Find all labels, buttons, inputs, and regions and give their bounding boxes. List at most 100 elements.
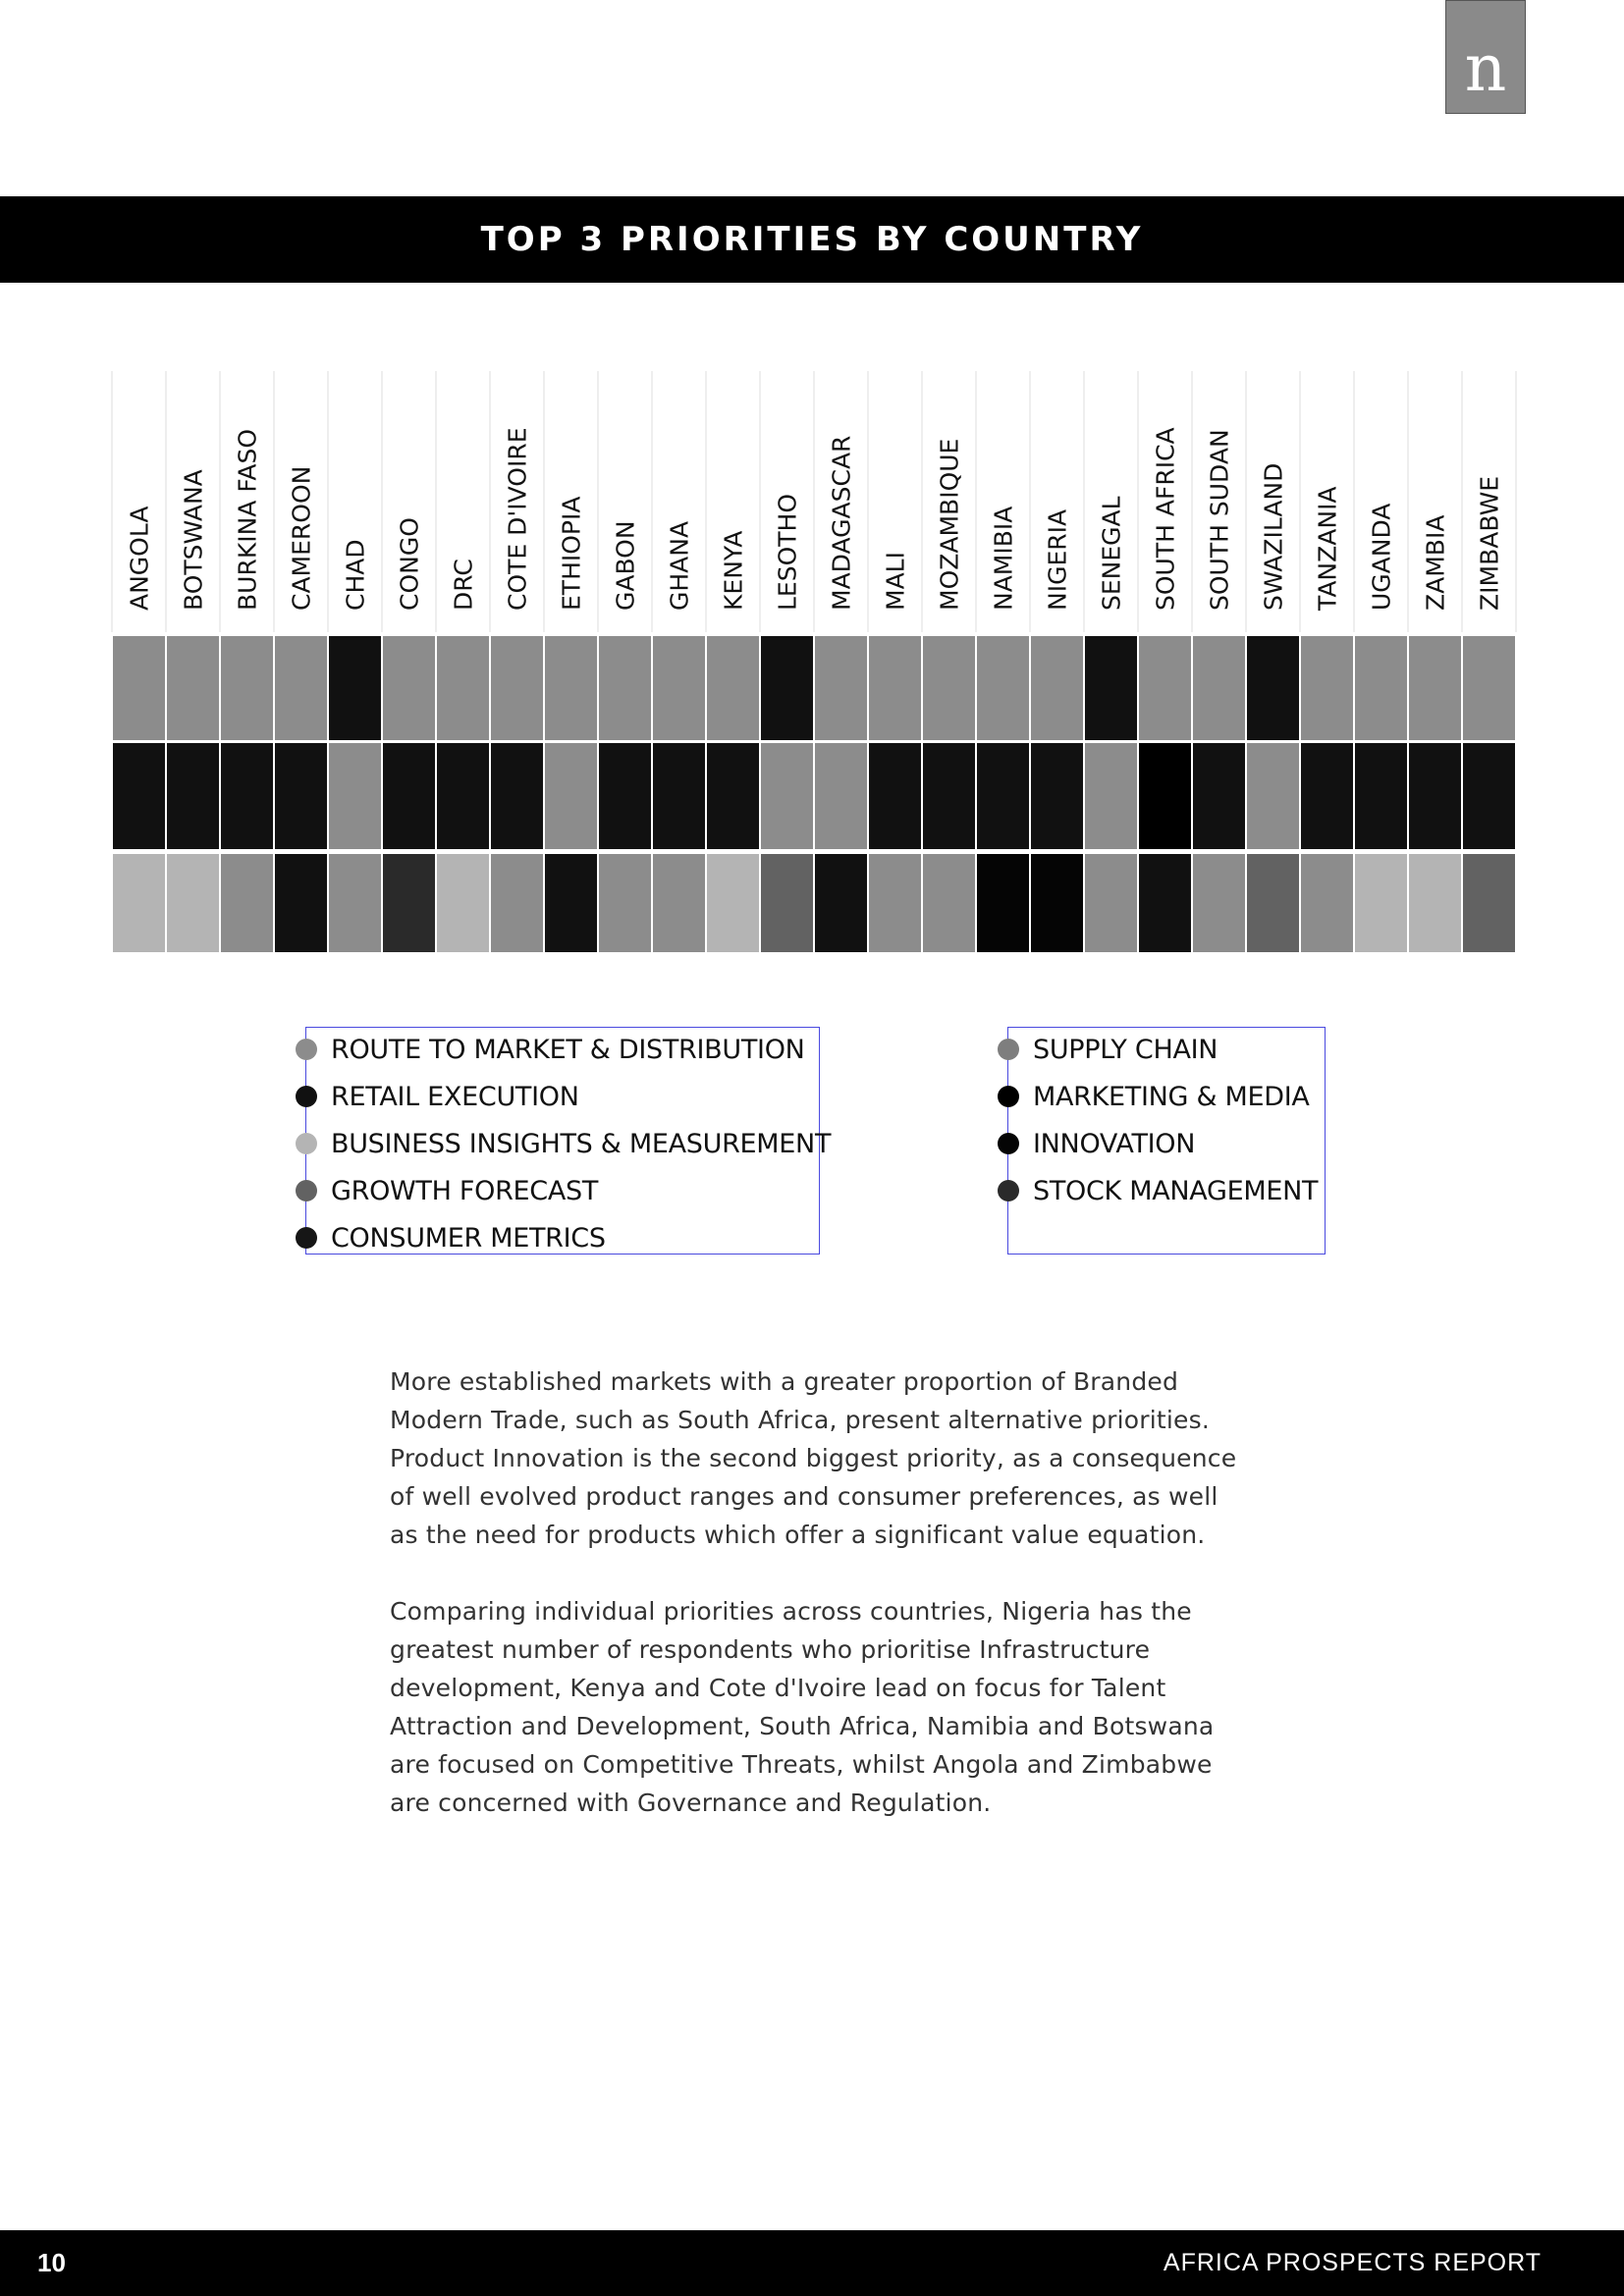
- heatmap-cell: [1301, 743, 1353, 849]
- heatmap-cell: [707, 636, 759, 740]
- heatmap-cell: [1031, 743, 1083, 849]
- country-label: DRC: [450, 559, 478, 611]
- country-label: CONGO: [396, 517, 424, 611]
- heatmap-cell: [923, 636, 975, 740]
- heatmap-cell: [437, 636, 489, 740]
- heatmap-cell: [815, 854, 867, 952]
- heatmap-cell: [1409, 636, 1461, 740]
- heatmap-cell: [869, 743, 921, 849]
- legend-item: STOCK MANAGEMENT: [998, 1165, 1325, 1216]
- heatmap-cell: [329, 636, 381, 740]
- heatmap-cell: [329, 854, 381, 952]
- heatmap-cell: [977, 854, 1029, 952]
- legend-label: RETAIL EXECUTION: [331, 1081, 579, 1112]
- title-bar: TOP 3 PRIORITIES BY COUNTRY: [0, 196, 1624, 283]
- legend-label: GROWTH FORECAST: [331, 1175, 599, 1206]
- heatmap-cell: [491, 636, 543, 740]
- heatmap-cell: [1355, 743, 1407, 849]
- legend-item: INNOVATION: [998, 1118, 1325, 1169]
- heatmap-cell: [275, 636, 327, 740]
- country-label: ANGOLA: [126, 507, 154, 611]
- heatmap-cell: [275, 854, 327, 952]
- heatmap-cell: [707, 854, 759, 952]
- heatmap-cell: [545, 636, 597, 740]
- heatmap-cell: [815, 636, 867, 740]
- report-name: AFRICA PROSPECTS REPORT: [1163, 2249, 1542, 2276]
- heatmap-cell: [869, 854, 921, 952]
- heatmap-cell: [761, 743, 813, 849]
- heatmap-cell: [1355, 854, 1407, 952]
- legend-label: MARKETING & MEDIA: [1033, 1081, 1310, 1112]
- country-label: BOTSWANA: [180, 469, 208, 611]
- page-number: 10: [37, 2248, 66, 2277]
- heatmap-cell: [275, 743, 327, 849]
- heatmap-cell: [977, 743, 1029, 849]
- heatmap-cell: [1247, 636, 1299, 740]
- legend-dot-icon: [998, 1133, 1019, 1154]
- heatmap-cell: [1085, 636, 1137, 740]
- heatmap-cell: [1193, 636, 1245, 740]
- heatmap-cell: [1463, 743, 1515, 849]
- country-label: GHANA: [666, 521, 694, 611]
- legend-dot-icon: [998, 1086, 1019, 1107]
- heatmap-cell: [167, 854, 219, 952]
- country-label: CHAD: [342, 539, 370, 611]
- logo-letter: n: [1464, 30, 1507, 106]
- brand-logo: n: [1445, 0, 1526, 114]
- heatmap-cell: [113, 636, 165, 740]
- heatmap-cell: [437, 854, 489, 952]
- country-label: SOUTH SUDAN: [1206, 429, 1234, 611]
- country-label: MALI: [882, 552, 910, 611]
- legend-label: ROUTE TO MARKET & DISTRIBUTION: [331, 1034, 805, 1065]
- heatmap-cell: [761, 636, 813, 740]
- legend-dot-icon: [296, 1180, 317, 1201]
- legend-item: BUSINESS INSIGHTS & MEASUREMENT: [296, 1118, 831, 1169]
- heatmap-cell: [1031, 636, 1083, 740]
- heatmap-cell: [1463, 636, 1515, 740]
- legend-label: SUPPLY CHAIN: [1033, 1034, 1218, 1065]
- heatmap-cell: [113, 743, 165, 849]
- heatmap-cell: [599, 743, 651, 849]
- page-title: TOP 3 PRIORITIES BY COUNTRY: [480, 220, 1144, 259]
- heatmap-cell: [1139, 636, 1191, 740]
- legend-label: BUSINESS INSIGHTS & MEASUREMENT: [331, 1128, 832, 1159]
- country-label: SWAZILAND: [1260, 463, 1288, 611]
- footer: 10 AFRICA PROSPECTS REPORT: [0, 2230, 1624, 2296]
- country-label: MOZAMBIQUE: [936, 439, 964, 611]
- heatmap-cell: [1301, 636, 1353, 740]
- paragraph-1: More established markets with a greater …: [390, 1367, 1237, 1549]
- country-label: CAMEROON: [288, 466, 316, 611]
- heatmap-cell: [113, 854, 165, 952]
- country-label: BURKINA FASO: [234, 429, 262, 611]
- country-label: LESOTHO: [774, 494, 802, 611]
- heatmap-cell: [383, 854, 435, 952]
- legend-dot-icon: [296, 1086, 317, 1107]
- priority-heatmap: ANGOLA BOTSWANA BURKINA FASO CAMEROON CHAD CO…: [111, 371, 1517, 952]
- country-label: NAMIBIA: [990, 507, 1018, 611]
- country-label: SOUTH AFRICA: [1152, 427, 1180, 611]
- legend-dot-icon: [296, 1227, 317, 1249]
- country-label: ZIMBABWE: [1476, 476, 1504, 611]
- country-label: NIGERIA: [1044, 509, 1072, 611]
- heatmap-cell: [869, 636, 921, 740]
- heatmap-cell: [167, 636, 219, 740]
- country-label: COTE D'IVOIRE: [504, 427, 532, 611]
- legend-label: INNOVATION: [1033, 1128, 1196, 1159]
- legend-item: CONSUMER METRICS: [296, 1212, 819, 1263]
- heatmap-cell: [761, 854, 813, 952]
- heatmap-cell: [545, 743, 597, 849]
- heatmap-cell: [1085, 743, 1137, 849]
- heatmap-cell: [815, 743, 867, 849]
- heatmap-cell: [1193, 854, 1245, 952]
- legend-item: GROWTH FORECAST: [296, 1165, 819, 1216]
- heatmap-cell: [1355, 636, 1407, 740]
- heatmap-cell: [1085, 854, 1137, 952]
- country-label: GABON: [612, 520, 640, 611]
- heatmap-cell: [1247, 743, 1299, 849]
- heatmap-cell: [383, 636, 435, 740]
- heatmap-cell: [1463, 854, 1515, 952]
- legend-left: ROUTE TO MARKET & DISTRIBUTION RETAIL EXE…: [296, 1027, 831, 1255]
- country-label: ETHIOPIA: [558, 497, 586, 611]
- heatmap-cell: [1409, 854, 1461, 952]
- legend-label: STOCK MANAGEMENT: [1033, 1175, 1319, 1206]
